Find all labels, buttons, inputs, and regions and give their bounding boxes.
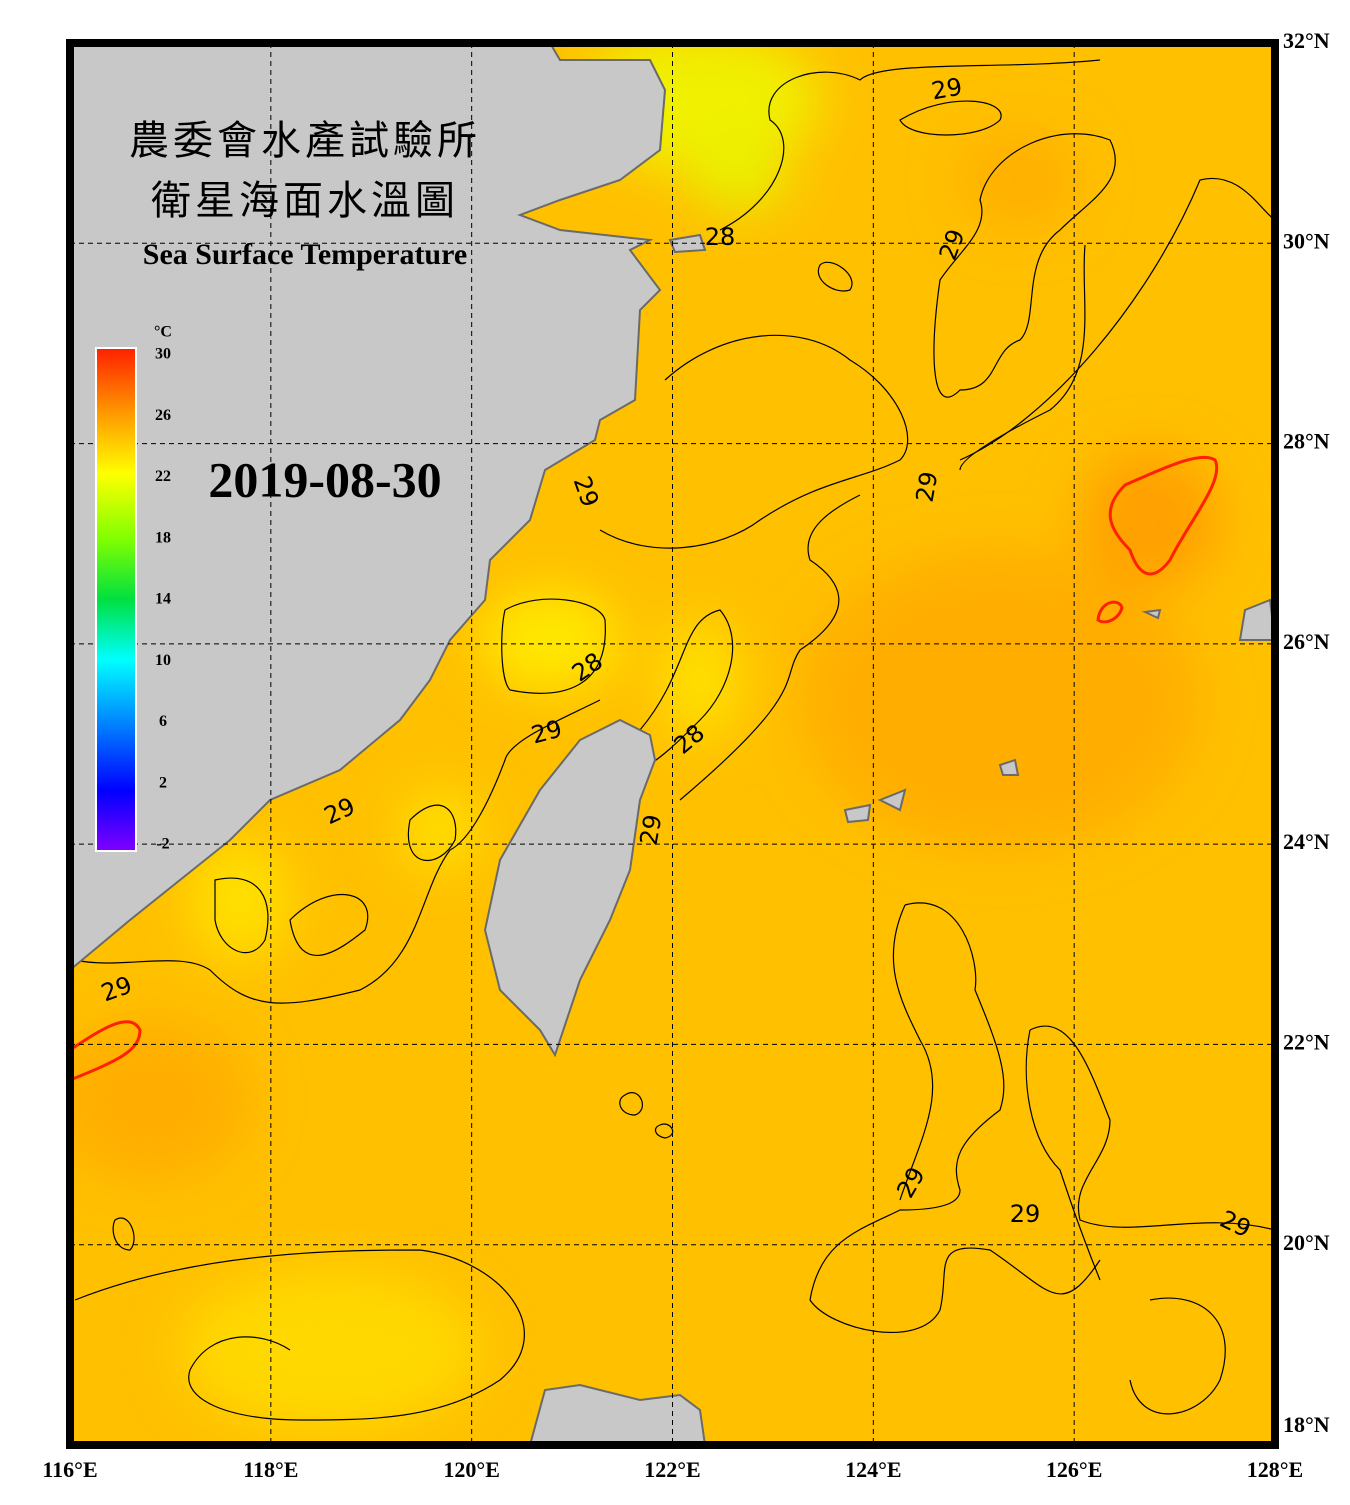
contour-label: 29: [635, 812, 668, 847]
land: [70, 43, 1275, 1445]
colorbar-label: 6: [159, 713, 167, 730]
colorbar-label: 22: [155, 468, 171, 485]
colorbar-label: 10: [155, 652, 171, 669]
lon-label: 124°E: [845, 1457, 901, 1482]
colorbar-labels: 30 26 22 18 14 10 6 2 -2: [155, 346, 171, 853]
colorbar-unit: °C: [154, 324, 172, 341]
lat-label: 20°N: [1283, 1230, 1330, 1255]
colorbar-label: 26: [155, 407, 171, 424]
sst-shading: [70, 43, 1220, 1430]
lon-label: 118°E: [243, 1457, 298, 1482]
colorbar: [95, 347, 137, 852]
colorbar-label: 2: [159, 774, 167, 791]
axis-labels: 116°E 118°E 120°E 122°E 124°E 126°E 128°E 32°N 3…: [42, 28, 1329, 1482]
colorbar-label: 14: [155, 591, 171, 608]
lon-label: 122°E: [644, 1457, 700, 1482]
frame: [66, 39, 1279, 1449]
lat-label: 22°N: [1283, 1029, 1330, 1054]
lat-label: 32°N: [1283, 28, 1330, 53]
lat-label: 30°N: [1283, 228, 1330, 253]
colorbar-label: 30: [155, 346, 171, 363]
date: 2019-08-30: [208, 451, 441, 507]
title-en: Sea Surface Temperature: [143, 238, 467, 271]
contour-label: 28: [705, 223, 736, 251]
colorbar-label: 18: [155, 529, 171, 546]
colorbar-label: -2: [156, 836, 169, 853]
title-zh-1: 農委會水產試驗所: [129, 118, 481, 163]
lat-label: 18°N: [1283, 1412, 1330, 1437]
lat-label: 26°N: [1283, 629, 1330, 654]
contours-30: [70, 455, 1219, 1082]
contour-label: 29: [1010, 1200, 1041, 1228]
contour-label: 29: [911, 469, 944, 504]
graticule: [70, 43, 1275, 1445]
lon-label: 116°E: [42, 1457, 97, 1482]
lon-label: 120°E: [443, 1457, 499, 1482]
contours: [74, 59, 1275, 1421]
lat-label: 24°N: [1283, 829, 1330, 854]
lon-label: 126°E: [1046, 1457, 1102, 1482]
title-zh-2: 衛星海面水溫圖: [151, 178, 459, 223]
lat-label: 28°N: [1283, 429, 1330, 454]
contour-label: 29: [929, 73, 964, 106]
lon-label: 128°E: [1247, 1457, 1303, 1482]
